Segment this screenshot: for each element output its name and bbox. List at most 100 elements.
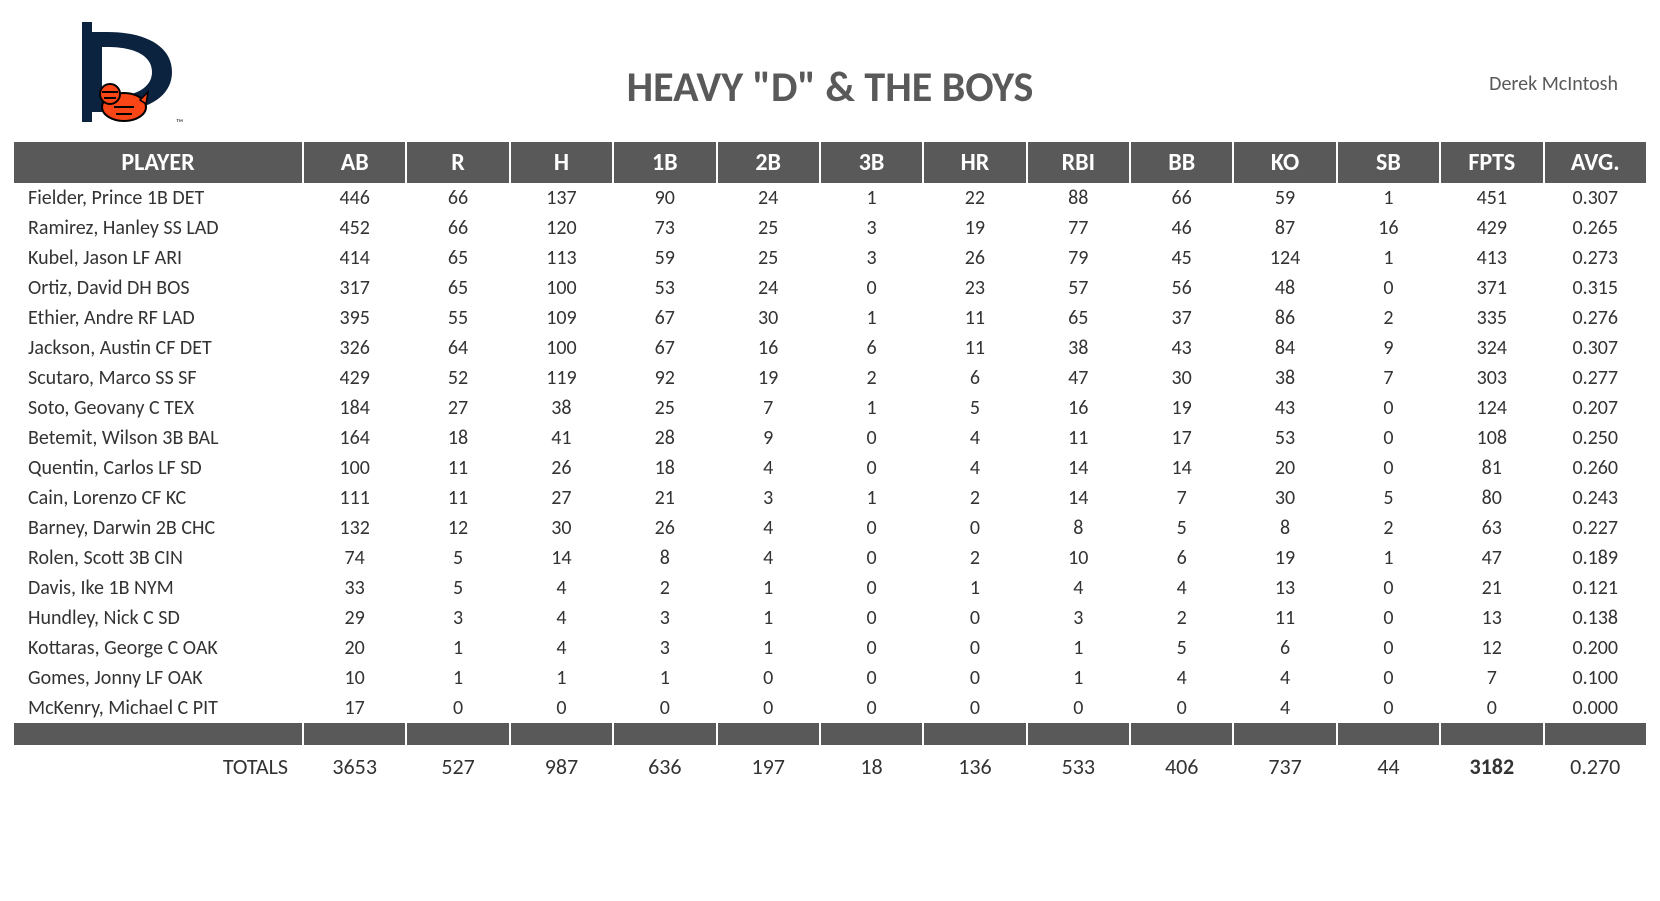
stat-cell: 66 bbox=[1130, 183, 1233, 213]
stat-cell: 2 bbox=[923, 483, 1026, 513]
stat-cell: 4 bbox=[1130, 663, 1233, 693]
separator-cell bbox=[1440, 723, 1543, 745]
stat-cell: 4 bbox=[510, 603, 613, 633]
separator-cell bbox=[820, 723, 923, 745]
table-row: Ethier, Andre RF LAD39555109673011165378… bbox=[13, 303, 1647, 333]
table-row: Soto, Geovany C TEX184273825715161943012… bbox=[13, 393, 1647, 423]
stat-cell: 43 bbox=[1130, 333, 1233, 363]
stat-cell: 413 bbox=[1440, 243, 1543, 273]
stat-cell: 0 bbox=[923, 603, 1026, 633]
stat-cell: 7 bbox=[1440, 663, 1543, 693]
stat-cell: 109 bbox=[510, 303, 613, 333]
table-row: Barney, Darwin 2B CHC1321230264008582630… bbox=[13, 513, 1647, 543]
stat-cell: 446 bbox=[303, 183, 406, 213]
stat-cell: 6 bbox=[1233, 633, 1336, 663]
stat-cell: 19 bbox=[1233, 543, 1336, 573]
stat-cell: 0.200 bbox=[1544, 633, 1648, 663]
stat-cell: 0 bbox=[923, 513, 1026, 543]
column-header: AB bbox=[303, 142, 406, 183]
stat-cell: 52 bbox=[406, 363, 509, 393]
totals-cell: 3182 bbox=[1440, 745, 1543, 783]
stat-cell: 4 bbox=[923, 453, 1026, 483]
separator-cell bbox=[923, 723, 1026, 745]
stat-cell: 137 bbox=[510, 183, 613, 213]
column-header: SB bbox=[1337, 142, 1440, 183]
stat-cell: 13 bbox=[1233, 573, 1336, 603]
stat-cell: 30 bbox=[510, 513, 613, 543]
stat-cell: 100 bbox=[510, 273, 613, 303]
separator-cell bbox=[1544, 723, 1648, 745]
stat-cell: 0 bbox=[820, 603, 923, 633]
stat-cell: 16 bbox=[717, 333, 820, 363]
column-header: AVG. bbox=[1544, 142, 1648, 183]
stat-cell: 73 bbox=[613, 213, 716, 243]
stat-cell: 100 bbox=[510, 333, 613, 363]
player-cell: Quentin, Carlos LF SD bbox=[13, 453, 303, 483]
stat-cell: 2 bbox=[820, 363, 923, 393]
stat-cell: 0 bbox=[820, 573, 923, 603]
stat-cell: 7 bbox=[1337, 363, 1440, 393]
player-cell: Hundley, Nick C SD bbox=[13, 603, 303, 633]
stat-cell: 1 bbox=[717, 603, 820, 633]
table-row: Cain, Lorenzo CF KC111112721312147305800… bbox=[13, 483, 1647, 513]
stat-cell: 0.100 bbox=[1544, 663, 1648, 693]
stat-cell: 67 bbox=[613, 303, 716, 333]
stat-cell: 33 bbox=[303, 573, 406, 603]
stat-cell: 0 bbox=[1337, 453, 1440, 483]
table-row: Jackson, Austin CF DET326641006716611384… bbox=[13, 333, 1647, 363]
stat-cell: 3 bbox=[820, 213, 923, 243]
column-header: FPTS bbox=[1440, 142, 1543, 183]
totals-cell: 987 bbox=[510, 745, 613, 783]
stat-cell: 0.273 bbox=[1544, 243, 1648, 273]
stat-cell: 7 bbox=[717, 393, 820, 423]
stat-cell: 17 bbox=[303, 693, 406, 723]
player-cell: Kottaras, George C OAK bbox=[13, 633, 303, 663]
stat-cell: 38 bbox=[510, 393, 613, 423]
stat-cell: 0 bbox=[820, 633, 923, 663]
totals-cell: 44 bbox=[1337, 745, 1440, 783]
stat-cell: 19 bbox=[923, 213, 1026, 243]
separator-cell bbox=[717, 723, 820, 745]
table-row: McKenry, Michael C PIT17000000004000.000 bbox=[13, 693, 1647, 723]
stat-cell: 0 bbox=[406, 693, 509, 723]
totals-cell: 406 bbox=[1130, 745, 1233, 783]
stat-cell: 4 bbox=[1233, 693, 1336, 723]
stat-cell: 79 bbox=[1027, 243, 1130, 273]
table-row: Scutaro, Marco SS SF42952119921926473038… bbox=[13, 363, 1647, 393]
column-header: KO bbox=[1233, 142, 1336, 183]
stat-cell: 3 bbox=[820, 243, 923, 273]
separator-cell bbox=[303, 723, 406, 745]
stat-cell: 3 bbox=[717, 483, 820, 513]
stat-cell: 1 bbox=[717, 633, 820, 663]
stat-cell: 23 bbox=[923, 273, 1026, 303]
stat-cell: 335 bbox=[1440, 303, 1543, 333]
stat-cell: 1 bbox=[1337, 183, 1440, 213]
table-row: Betemit, Wilson 3B BAL164184128904111753… bbox=[13, 423, 1647, 453]
table-row: Ortiz, David DH BOS317651005324023575648… bbox=[13, 273, 1647, 303]
stat-cell: 11 bbox=[406, 453, 509, 483]
stat-cell: 11 bbox=[923, 333, 1026, 363]
separator-cell bbox=[1233, 723, 1336, 745]
stat-cell: 0.138 bbox=[1544, 603, 1648, 633]
stat-cell: 10 bbox=[303, 663, 406, 693]
column-header: 1B bbox=[613, 142, 716, 183]
player-cell: Betemit, Wilson 3B BAL bbox=[13, 423, 303, 453]
stat-cell: 92 bbox=[613, 363, 716, 393]
stat-cell: 113 bbox=[510, 243, 613, 273]
stat-cell: 19 bbox=[1130, 393, 1233, 423]
stat-cell: 22 bbox=[923, 183, 1026, 213]
stat-cell: 11 bbox=[1027, 423, 1130, 453]
stat-cell: 86 bbox=[1233, 303, 1336, 333]
stat-cell: 64 bbox=[406, 333, 509, 363]
column-header: 3B bbox=[820, 142, 923, 183]
stat-cell: 1 bbox=[717, 573, 820, 603]
stat-cell: 26 bbox=[923, 243, 1026, 273]
stat-cell: 2 bbox=[1337, 513, 1440, 543]
stat-cell: 17 bbox=[1130, 423, 1233, 453]
stat-cell: 38 bbox=[1233, 363, 1336, 393]
player-cell: Gomes, Jonny LF OAK bbox=[13, 663, 303, 693]
stat-cell: 6 bbox=[923, 363, 1026, 393]
stat-cell: 303 bbox=[1440, 363, 1543, 393]
stat-cell: 4 bbox=[1233, 663, 1336, 693]
stat-cell: 11 bbox=[1233, 603, 1336, 633]
